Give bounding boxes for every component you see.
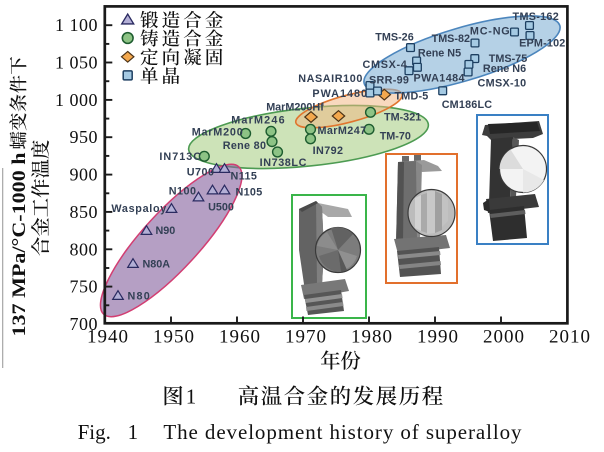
svg-text:2010: 2010 (549, 326, 591, 347)
svg-text:EPM-102: EPM-102 (519, 37, 565, 49)
svg-text:1940: 1940 (87, 326, 129, 347)
svg-text:N100: N100 (169, 185, 197, 197)
svg-text:N80A: N80A (143, 259, 171, 271)
svg-text:SRR-99: SRR-99 (369, 75, 409, 87)
svg-text:2000: 2000 (483, 326, 525, 347)
svg-text:1 100: 1 100 (55, 15, 98, 35)
svg-text:900: 900 (70, 165, 99, 185)
svg-text:The development history of sup: The development history of superalloy (163, 420, 522, 444)
svg-text:Rene N5: Rene N5 (418, 48, 461, 60)
svg-text:TMD-5: TMD-5 (395, 91, 429, 103)
svg-text:CMSX-10: CMSX-10 (478, 78, 527, 90)
svg-text:NASAIR100: NASAIR100 (298, 73, 363, 85)
svg-text:N105: N105 (236, 186, 263, 198)
svg-text:N80: N80 (128, 291, 151, 303)
svg-text:750: 750 (70, 277, 99, 297)
svg-text:1950: 1950 (153, 326, 195, 347)
svg-text:800: 800 (70, 239, 99, 259)
svg-text:MarM200: MarM200 (192, 126, 244, 138)
svg-text:TMS-162: TMS-162 (513, 11, 560, 23)
svg-text:1990: 1990 (417, 326, 459, 347)
svg-text:IN713C: IN713C (159, 151, 202, 163)
svg-text:PWA1480: PWA1480 (312, 88, 368, 100)
svg-text:MarM246: MarM246 (231, 114, 286, 126)
svg-text:CMSX-4: CMSX-4 (363, 59, 408, 71)
svg-text:CM186LC: CM186LC (442, 99, 493, 111)
svg-text:TM-321: TM-321 (384, 111, 421, 123)
svg-text:IN792: IN792 (313, 145, 344, 157)
svg-text:137 MPa/°C-1000 h: 137 MPa/°C-1000 h (10, 152, 30, 337)
svg-text:1: 1 (186, 385, 197, 409)
svg-text:Rene N6: Rene N6 (483, 63, 526, 75)
svg-text:U700: U700 (187, 167, 215, 179)
svg-text:N115: N115 (231, 171, 258, 183)
svg-text:MarM200Hf: MarM200Hf (266, 101, 324, 113)
svg-text:N90: N90 (156, 225, 176, 237)
svg-text:1: 1 (128, 420, 139, 444)
svg-text:U500: U500 (208, 202, 234, 214)
svg-text:850: 850 (70, 202, 99, 222)
svg-text:950: 950 (70, 127, 99, 147)
svg-text:IN738LC: IN738LC (260, 157, 307, 169)
svg-text:TMS-75: TMS-75 (489, 53, 527, 65)
svg-text:TMS-82: TMS-82 (432, 33, 470, 45)
svg-text:Rene 80: Rene 80 (223, 140, 267, 152)
svg-text:Waspaloy: Waspaloy (111, 203, 167, 215)
svg-text:1 000: 1 000 (55, 90, 98, 110)
svg-text:PWA1484: PWA1484 (414, 72, 465, 84)
svg-text:700: 700 (70, 314, 99, 334)
svg-text:Fig.: Fig. (78, 420, 111, 444)
svg-text:1970: 1970 (285, 326, 327, 347)
svg-text:1960: 1960 (219, 326, 261, 347)
svg-text:1980: 1980 (351, 326, 393, 347)
svg-text:1 050: 1 050 (55, 53, 98, 73)
svg-text:TMS-26: TMS-26 (375, 31, 413, 43)
svg-text:MC-NG: MC-NG (470, 25, 511, 37)
svg-text:MarM247: MarM247 (318, 125, 367, 137)
svg-text:TM-70: TM-70 (380, 131, 411, 143)
